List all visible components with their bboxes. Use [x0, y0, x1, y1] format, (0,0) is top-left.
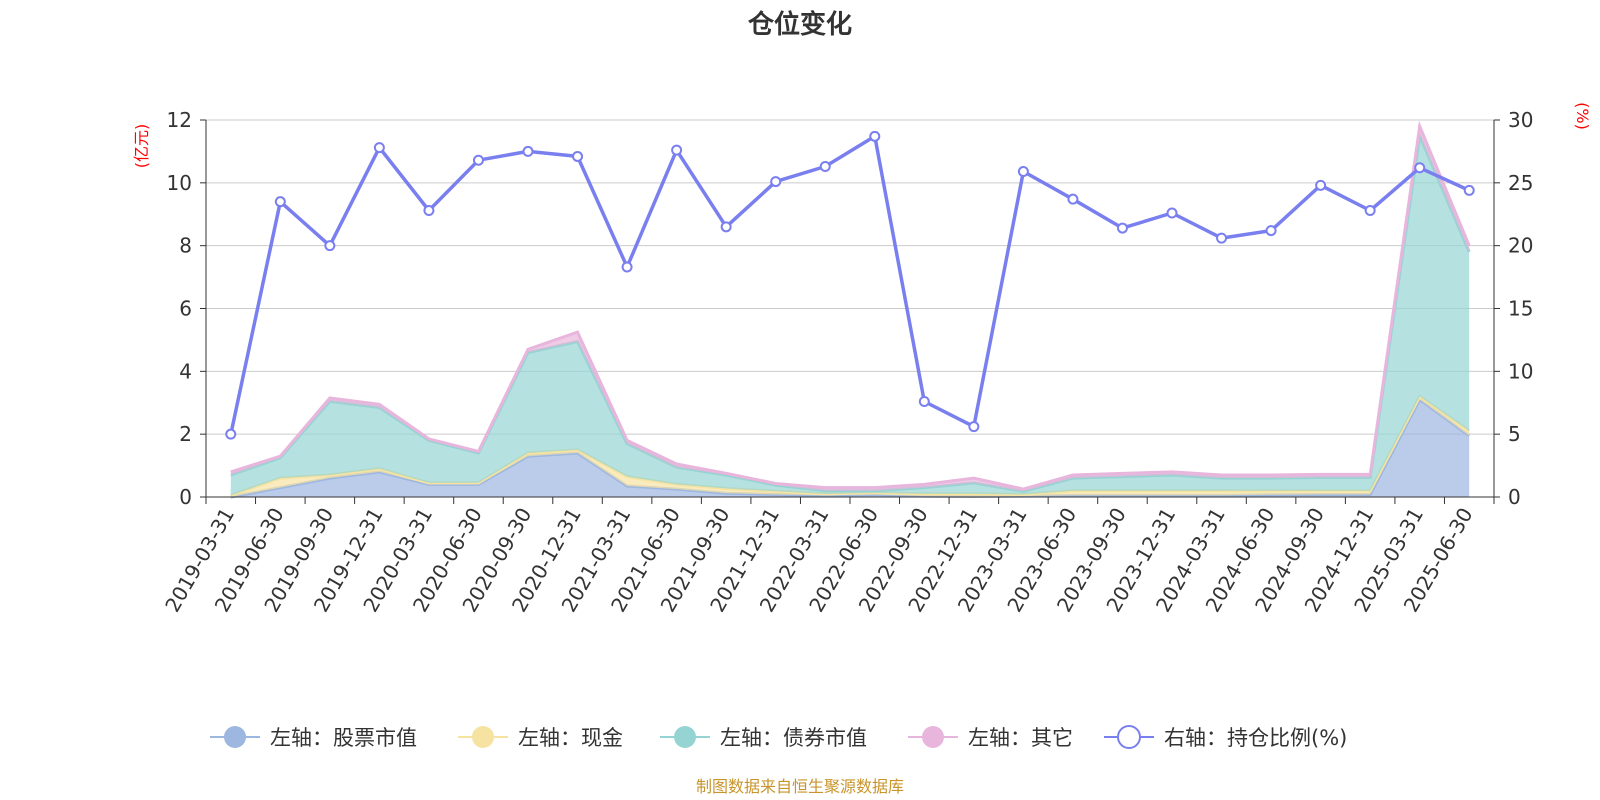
source-note: 制图数据来自恒生聚源数据库 [696, 777, 904, 796]
ratio-point [1364, 204, 1376, 216]
ratio-point [1166, 207, 1178, 219]
ratio-point [819, 160, 831, 172]
legend: 左轴：股票市值 左轴：现金 左轴：债券市值 左轴：其它 右轴：持仓比例(%) [210, 725, 1347, 750]
legend-label: 左轴：股票市值 [270, 726, 417, 750]
ratio-point [720, 221, 732, 233]
legend-marker [1117, 725, 1141, 749]
axes: 0246810120510152025302019-03-312019-06-3… [160, 108, 1533, 616]
right-axis-unit: (%) [1573, 102, 1592, 130]
left-tick-label: 8 [179, 234, 192, 258]
legend-marker [922, 726, 944, 748]
legend-marker [472, 726, 494, 748]
legend-label: 左轴：其它 [968, 726, 1073, 750]
ratio-point [869, 130, 881, 142]
left-tick-label: 10 [167, 171, 192, 195]
left-tick-label: 4 [179, 359, 192, 383]
ratio-line-path [229, 134, 1470, 435]
right-tick-label: 15 [1508, 297, 1533, 321]
ratio-point [324, 240, 336, 252]
ratio-point [1216, 232, 1228, 244]
ratio-point [770, 176, 782, 188]
ratio-point [225, 428, 237, 440]
right-tick-label: 0 [1508, 485, 1521, 509]
ratio-point [274, 196, 286, 208]
left-axis-unit: (亿元) [132, 124, 151, 169]
ratio-line [225, 130, 1475, 440]
legend-marker [224, 726, 246, 748]
ratio-point [522, 145, 534, 157]
left-tick-label: 6 [179, 297, 192, 321]
right-tick-label: 5 [1508, 422, 1521, 446]
ratio-point [1116, 222, 1128, 234]
right-tick-label: 30 [1508, 108, 1533, 132]
area-左轴：债券市值 [230, 135, 1470, 496]
stacked-areas [230, 120, 1471, 499]
ratio-point [1315, 179, 1327, 191]
ratio-point [373, 142, 385, 154]
ratio-point [472, 154, 484, 166]
ratio-point [968, 421, 980, 433]
ratio-point [1265, 225, 1277, 237]
area-左轴：股票市值 [230, 399, 1470, 497]
ratio-point [423, 204, 435, 216]
area-edge-左轴：其它 [230, 120, 1471, 491]
ratio-point [918, 395, 930, 407]
legend-label: 右轴：持仓比例(%) [1164, 726, 1347, 750]
ratio-point [572, 150, 584, 162]
ratio-point [1463, 184, 1475, 196]
legend-label: 左轴：现金 [518, 726, 623, 750]
left-tick-label: 2 [179, 422, 192, 446]
right-tick-label: 25 [1508, 171, 1533, 195]
right-tick-label: 10 [1508, 359, 1533, 383]
chart-title: 仓位变化 [747, 9, 852, 40]
legend-marker [674, 726, 696, 748]
ratio-point [621, 261, 633, 273]
ratio-point [1414, 162, 1426, 174]
ratio-point [1017, 166, 1029, 178]
left-tick-label: 12 [167, 108, 192, 132]
legend-label: 左轴：债券市值 [720, 726, 867, 750]
ratio-point [671, 144, 683, 156]
ratio-point [1067, 193, 1079, 205]
right-tick-label: 20 [1508, 234, 1533, 258]
left-tick-label: 0 [179, 485, 192, 509]
